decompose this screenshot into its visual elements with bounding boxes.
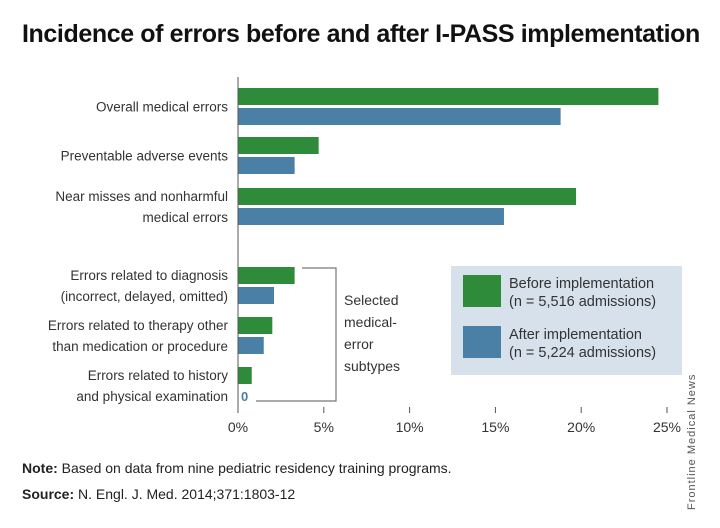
category-label-3-line-0: Errors related to diagnosis <box>70 268 228 283</box>
bracket-label-line-2: error <box>344 336 374 352</box>
bar-before-3 <box>238 267 295 284</box>
legend-label-before: Before implementation <box>509 276 655 292</box>
category-label-2-line-0: Near misses and nonharmful <box>55 189 228 204</box>
bar-after-3 <box>238 287 275 304</box>
bracket-label-line-1: medical- <box>344 314 397 330</box>
category-label-2-line-1: medical errors <box>142 210 228 225</box>
x-tick-label-3: 15% <box>481 419 509 435</box>
legend: Before implementation (n = 5,516 admissi… <box>451 266 682 375</box>
bar-before-4 <box>238 317 273 334</box>
legend-swatch-after <box>463 326 501 358</box>
bar-after-0 <box>238 108 561 125</box>
bar-after-2 <box>238 208 504 225</box>
bracket-label-line-0: Selected <box>344 292 398 308</box>
legend-entry-after: After implementation (n = 5,224 admissio… <box>463 326 656 362</box>
footnote: Note: Based on data from nine pediatric … <box>22 460 452 476</box>
footnote-text: Based on data from nine pediatric reside… <box>57 460 452 476</box>
x-tick-label-1: 5% <box>314 419 334 435</box>
category-label-0-line-0: Overall medical errors <box>96 100 228 115</box>
category-labels-group: Overall medical errors Preventable advers… <box>48 100 229 405</box>
x-tick-label-5: 25% <box>653 419 681 435</box>
category-label-4-line-0: Errors related to therapy other <box>48 318 229 333</box>
subtype-bracket <box>256 267 337 402</box>
source-label: Source: <box>22 486 75 502</box>
x-axis-ticks-group: 0% 5% 10% 15% 20% 25% <box>228 407 681 435</box>
bracket-label: Selected medical-error subtypes <box>344 292 400 374</box>
category-label-1-line-0: Preventable adverse events <box>61 149 229 164</box>
legend-label-after: After implementation <box>509 327 642 343</box>
source-text: N. Engl. J. Med. 2014;371:1803-12 <box>74 486 296 502</box>
publisher-credit: Frontline Medical News <box>686 373 698 510</box>
category-label-5-line-0: Errors related to history <box>88 368 229 383</box>
legend-sub-after: (n = 5,224 admissions) <box>509 345 657 361</box>
legend-swatch-before <box>463 275 501 307</box>
source-line: Source: N. Engl. J. Med. 2014;371:1803-1… <box>22 486 295 502</box>
chart-title: Incidence of errors before and after I-P… <box>22 20 700 48</box>
legend-entry-before: Before implementation (n = 5,516 admissi… <box>463 275 656 311</box>
bar-after-1 <box>238 157 295 174</box>
legend-sub-before: (n = 5,516 admissions) <box>509 294 657 310</box>
bars-group: 0 <box>238 88 659 404</box>
x-tick-label-0: 0% <box>228 419 248 435</box>
category-label-4-line-1: than medication or procedure <box>52 339 228 354</box>
bracket-label-line-3: subtypes <box>344 358 400 374</box>
bar-before-2 <box>238 188 577 205</box>
bar-before-5 <box>238 367 252 384</box>
bar-after-4 <box>238 337 264 354</box>
bar-before-1 <box>238 137 319 154</box>
category-label-5-line-1: and physical examination <box>76 389 228 404</box>
zero-value-label: 0 <box>241 389 248 404</box>
footnote-label: Note: <box>22 460 58 476</box>
x-tick-label-4: 20% <box>567 419 595 435</box>
category-label-3-line-1: (incorrect, delayed, omitted) <box>61 289 228 304</box>
x-tick-label-2: 10% <box>396 419 424 435</box>
bar-before-0 <box>238 88 659 105</box>
